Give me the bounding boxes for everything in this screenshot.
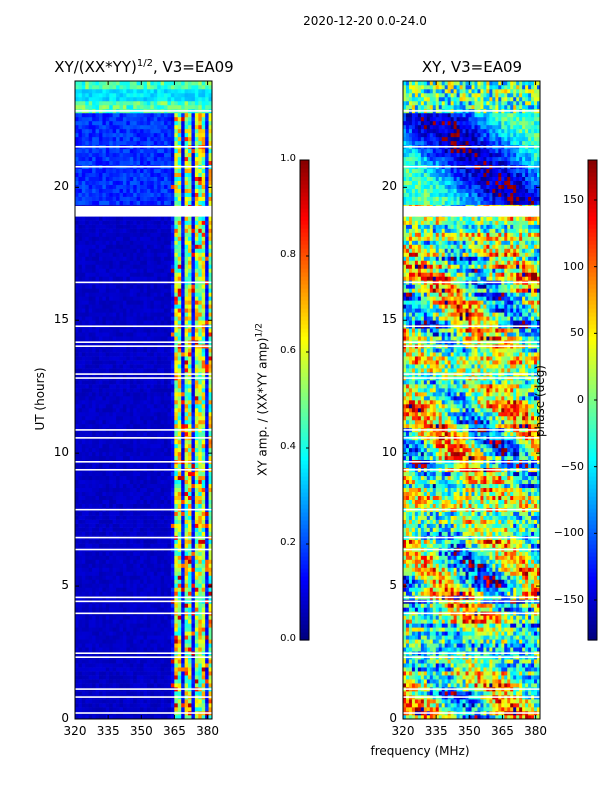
amp-colorbar-tick-label: 0.0 [280,633,296,644]
right-axes-frame [402,80,541,720]
left-xtick-label: 320 [63,724,87,738]
left-ytick-label: 10 [53,445,69,460]
left-xtick-label: 350 [129,724,153,738]
left-xtick-label: 365 [162,724,186,738]
phase-flagged-rows [403,110,540,714]
phase-colorbar-tick-label: 0 [577,393,584,406]
right-ytick-label: 20 [381,179,397,194]
phase-colorbar-tick-label: −100 [553,526,584,540]
right-ytick-label: 10 [381,445,397,460]
left-ytick-label: 15 [53,312,69,327]
right-xtick-label: 380 [524,724,548,738]
right-xtick-label: 365 [490,724,514,738]
x-axis-label: frequency (MHz) [370,744,470,758]
right-ytick-label: 15 [381,312,397,327]
amp-colorbar-tick-label: 0.4 [280,441,296,452]
left-ytick-label: 0 [61,711,69,725]
amp-colorbar-gradient [300,160,309,641]
right-xtick-label: 320 [391,724,415,738]
phase-colorbar-tick-label: −50 [560,459,584,473]
phase-colorbar-tick-label: −150 [553,593,584,606]
amp-colorbar-tick-label: 0.8 [280,249,296,260]
left-ylabel: UT (hours) [33,367,47,431]
phase-colorbar-tick-label: 100 [563,259,584,273]
phase-colorbar-gradient [588,160,597,641]
right-ytick-label: 0 [389,711,397,725]
left-panel-title: XY/(XX*YY)1/2, V3=EA09 [54,58,234,76]
amp-colorbar-label: XY amp. / (XX*YY amp)1/2 [254,323,270,476]
amp-colorbar-tick-label: 0.2 [280,537,296,548]
amplitude-heatmap [75,81,213,720]
right-xtick-label: 350 [457,724,481,738]
left-ytick-label: 20 [53,179,69,194]
phase-heatmap [403,81,541,720]
right-xtick-label: 335 [424,724,448,738]
amp-colorbar-frame [299,159,310,641]
left-axes-frame [74,80,213,720]
left-xtick-label: 380 [196,724,220,738]
left-ytick-label: 5 [61,578,69,593]
right-ytick-label: 5 [389,578,397,593]
figure-suptitle: 2020-12-20 0.0-24.0 [303,14,427,28]
right-panel-title: XY, V3=EA09 [421,58,523,76]
amp-colorbar-tick-label: 1.0 [280,153,296,164]
left-xtick-label: 335 [96,724,120,738]
amp-colorbar-tick-label: 0.6 [280,345,296,356]
phase-colorbar-tick-label: 50 [570,326,584,340]
amplitude-flagged-rows [75,110,212,714]
phase-colorbar-label: phase (deg) [533,365,547,438]
phase-colorbar-tick-label: 150 [563,193,584,206]
